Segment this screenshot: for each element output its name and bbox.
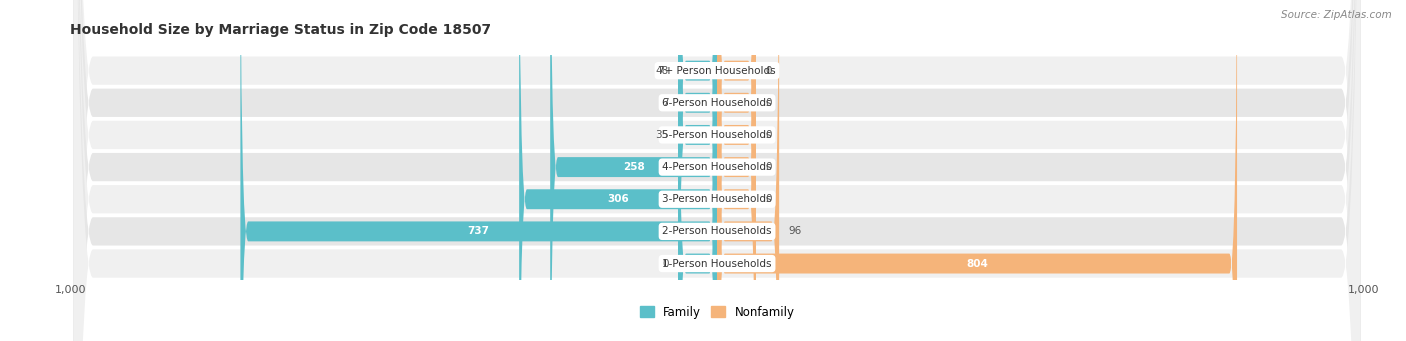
Text: 4-Person Households: 4-Person Households [662,162,772,172]
FancyBboxPatch shape [73,0,1361,341]
FancyBboxPatch shape [73,0,1361,341]
FancyBboxPatch shape [73,0,1361,341]
FancyBboxPatch shape [678,0,717,341]
FancyBboxPatch shape [519,0,717,341]
Text: 0: 0 [765,194,772,204]
Legend: Family, Nonfamily: Family, Nonfamily [636,301,799,323]
Text: Household Size by Marriage Status in Zip Code 18507: Household Size by Marriage Status in Zip… [70,23,492,36]
FancyBboxPatch shape [717,0,756,341]
FancyBboxPatch shape [73,0,1361,341]
Text: 2-Person Households: 2-Person Households [662,226,772,236]
FancyBboxPatch shape [678,0,717,341]
Text: 0: 0 [765,65,772,76]
Text: 7: 7 [662,98,669,108]
Text: 0: 0 [765,130,772,140]
FancyBboxPatch shape [717,0,756,341]
Text: 96: 96 [789,226,801,236]
FancyBboxPatch shape [73,0,1361,341]
Text: 1-Person Households: 1-Person Households [662,258,772,269]
Text: 35: 35 [655,130,669,140]
FancyBboxPatch shape [717,0,779,341]
FancyBboxPatch shape [717,0,756,341]
FancyBboxPatch shape [678,0,717,341]
FancyBboxPatch shape [550,0,717,341]
FancyBboxPatch shape [717,0,1237,341]
FancyBboxPatch shape [717,0,756,341]
Text: 804: 804 [966,258,988,269]
FancyBboxPatch shape [73,0,1361,341]
Text: Source: ZipAtlas.com: Source: ZipAtlas.com [1281,10,1392,20]
FancyBboxPatch shape [240,0,717,341]
Text: 48: 48 [655,65,669,76]
Text: 7+ Person Households: 7+ Person Households [658,65,776,76]
Text: 3-Person Households: 3-Person Households [662,194,772,204]
Text: 0: 0 [765,162,772,172]
Text: 737: 737 [468,226,489,236]
Text: 306: 306 [607,194,628,204]
Text: 258: 258 [623,162,644,172]
FancyBboxPatch shape [73,0,1361,341]
FancyBboxPatch shape [717,0,756,341]
Text: 5-Person Households: 5-Person Households [662,130,772,140]
FancyBboxPatch shape [678,0,717,341]
Text: 6-Person Households: 6-Person Households [662,98,772,108]
Text: 0: 0 [765,98,772,108]
Text: 0: 0 [662,258,669,269]
